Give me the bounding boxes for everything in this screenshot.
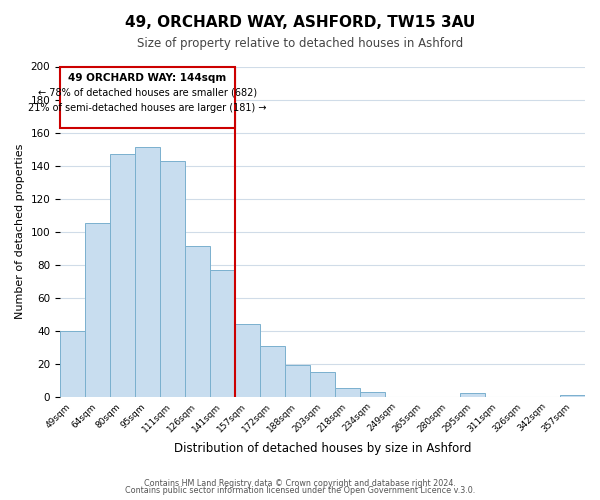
Bar — [285, 366, 310, 396]
Y-axis label: Number of detached properties: Number of detached properties — [15, 144, 25, 320]
Bar — [110, 154, 135, 396]
Text: 49 ORCHARD WAY: 144sqm: 49 ORCHARD WAY: 144sqm — [68, 73, 227, 83]
X-axis label: Distribution of detached houses by size in Ashford: Distribution of detached houses by size … — [174, 442, 471, 455]
Bar — [160, 160, 185, 396]
Text: Size of property relative to detached houses in Ashford: Size of property relative to detached ho… — [137, 38, 463, 51]
Bar — [235, 324, 260, 396]
Text: ← 78% of detached houses are smaller (682): ← 78% of detached houses are smaller (68… — [38, 88, 257, 98]
Bar — [335, 388, 360, 396]
Text: 21% of semi-detached houses are larger (181) →: 21% of semi-detached houses are larger (… — [28, 103, 267, 113]
Text: Contains HM Land Registry data © Crown copyright and database right 2024.: Contains HM Land Registry data © Crown c… — [144, 478, 456, 488]
Bar — [260, 346, 285, 397]
Bar — [85, 224, 110, 396]
Text: Contains public sector information licensed under the Open Government Licence v.: Contains public sector information licen… — [125, 486, 475, 495]
Bar — [135, 148, 160, 396]
Bar — [560, 395, 585, 396]
Bar — [60, 66, 235, 128]
Bar — [60, 330, 85, 396]
Text: 49, ORCHARD WAY, ASHFORD, TW15 3AU: 49, ORCHARD WAY, ASHFORD, TW15 3AU — [125, 15, 475, 30]
Bar — [360, 392, 385, 396]
Bar — [210, 270, 235, 396]
Bar — [185, 246, 210, 396]
Bar — [460, 394, 485, 396]
Bar — [310, 372, 335, 396]
